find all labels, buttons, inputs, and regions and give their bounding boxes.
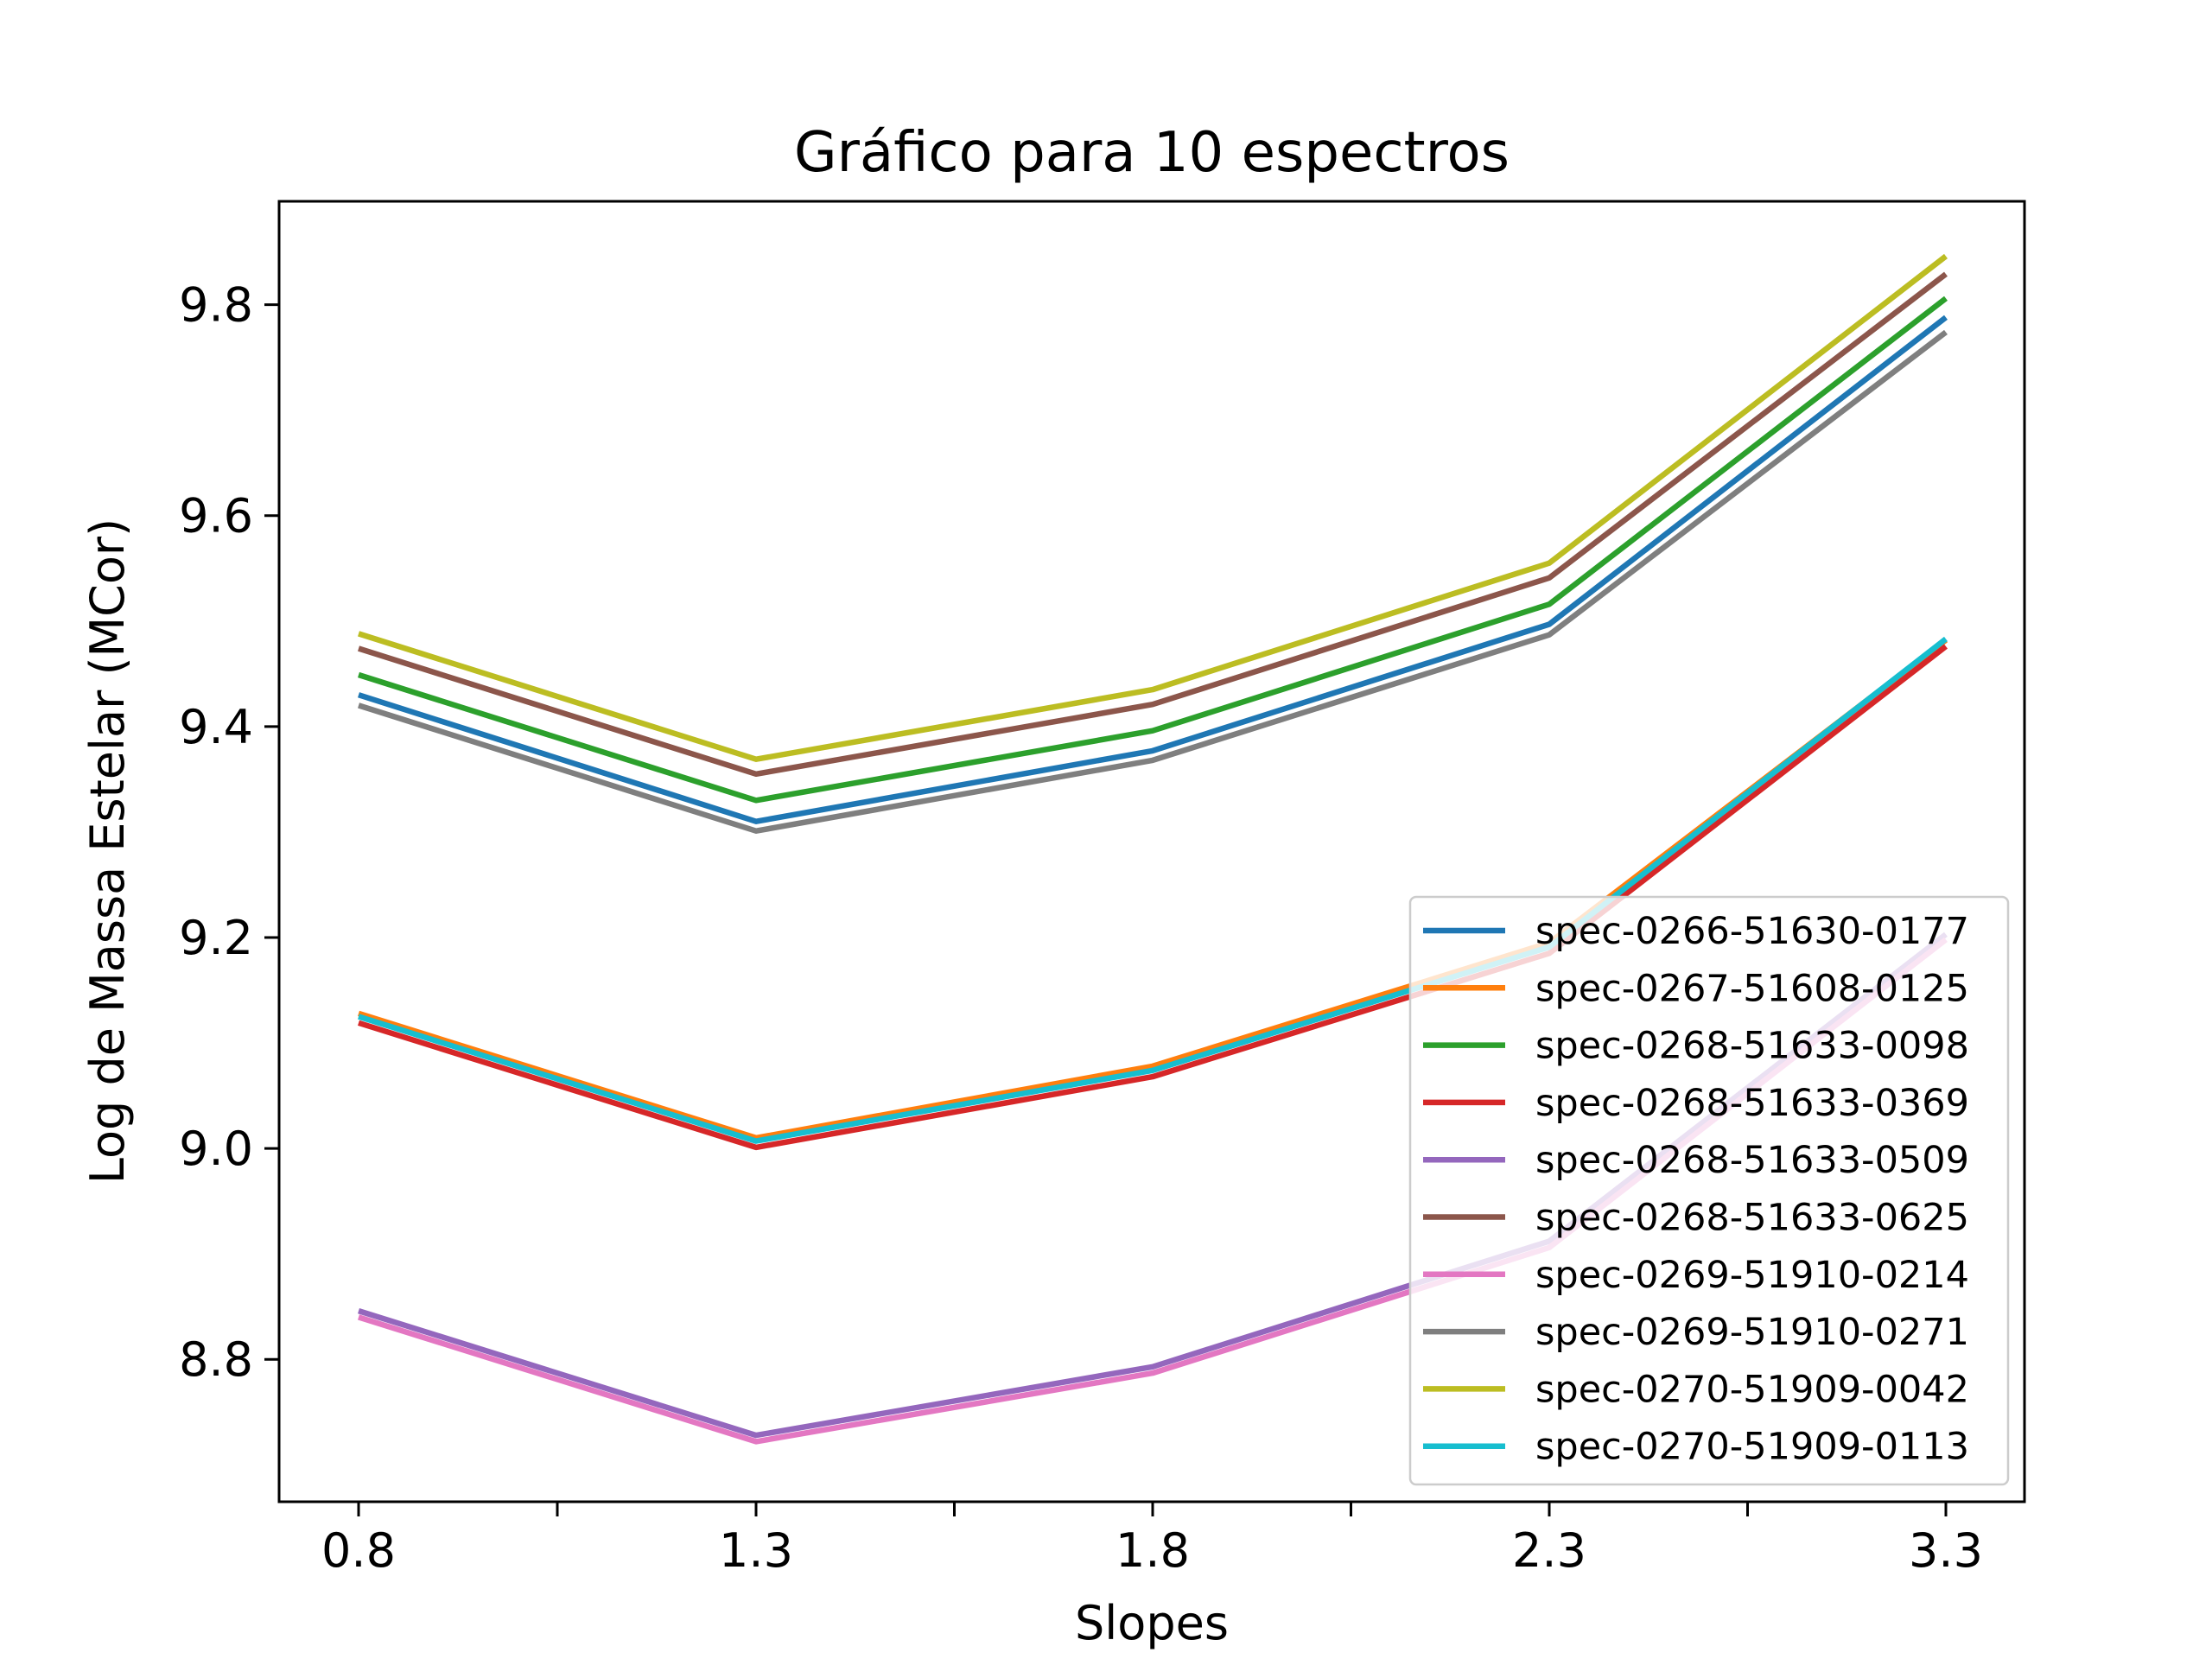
chart-title: Gráfico para 10 espectros [794, 121, 1510, 185]
y-tick-label: 9.4 [179, 700, 253, 754]
legend-items: spec-0266-51630-0177 spec-0267-51608-0125… [1423, 910, 1969, 1469]
series-line-spec-0268-51633-0369 [358, 644, 1948, 1151]
legend-box [1408, 895, 2010, 1486]
x-axis-label: Slopes [1075, 1596, 1229, 1650]
x-tick-label: 1.3 [719, 1523, 793, 1578]
x-tick-label: 0.8 [321, 1523, 396, 1578]
y-axis-label: Log de Massa Estelar (MCor) [80, 518, 135, 1184]
legend-label: spec-0270-51909-0042 [1535, 1368, 1969, 1411]
series-line-spec-0266-51630-0177 [358, 315, 1948, 824]
x-tick-label: 1.8 [1116, 1523, 1190, 1578]
series-line-spec-0270-51909-0042 [358, 253, 1948, 762]
legend-label: spec-0269-51910-0214 [1535, 1254, 1969, 1297]
legend-label: spec-0268-51633-0509 [1535, 1139, 1969, 1182]
y-tick-label: 9.0 [179, 1122, 253, 1176]
series-line-spec-0269-51910-0271 [358, 329, 1948, 834]
x-tick-label: 3.3 [1909, 1523, 1983, 1578]
legend-label: spec-0268-51633-0625 [1535, 1197, 1969, 1240]
legend: spec-0266-51630-0177 spec-0267-51608-0125… [1408, 895, 2010, 1486]
legend-label: spec-0267-51608-0125 [1535, 967, 1969, 1010]
legend-label: spec-0268-51633-0098 [1535, 1025, 1969, 1068]
legend-label: spec-0266-51630-0177 [1535, 910, 1969, 953]
series-group [358, 253, 1948, 1445]
x-axis: 0.8 1.3 1.8 2.3 3.3 [321, 1502, 1983, 1578]
y-tick-label: 9.2 [179, 911, 253, 965]
y-tick-label: 8.8 [179, 1332, 253, 1387]
series-line-spec-0270-51909-0113 [358, 636, 1948, 1144]
legend-label: spec-0268-51633-0369 [1535, 1082, 1969, 1125]
plot-frame [277, 200, 2026, 1503]
y-tick-label: 9.8 [179, 278, 253, 333]
legend-label: spec-0270-51909-0113 [1535, 1426, 1969, 1469]
series-line-spec-0268-51633-0625 [358, 271, 1948, 778]
series-line-spec-0268-51633-0098 [358, 296, 1948, 804]
legend-label: spec-0269-51910-0271 [1535, 1311, 1969, 1354]
y-axis: 8.8 9.0 9.2 9.4 9.6 9.8 [179, 278, 279, 1387]
y-tick-label: 9.6 [179, 489, 253, 543]
x-tick-label: 2.3 [1512, 1523, 1586, 1578]
